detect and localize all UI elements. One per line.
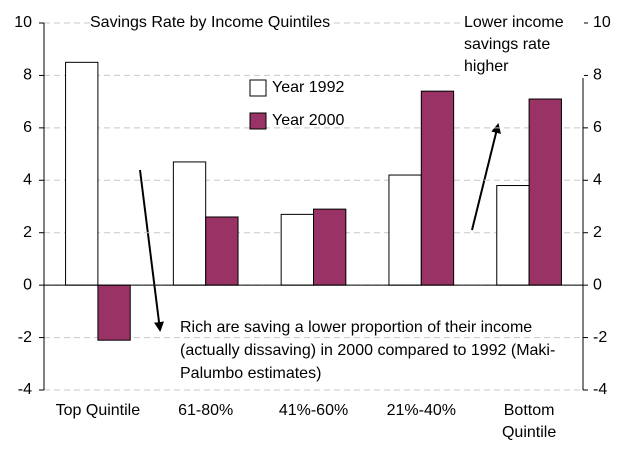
arrow — [471, 123, 501, 231]
chart-title: Savings Rate by Income Quintiles — [90, 12, 331, 34]
y2-tick-label: 6 — [593, 119, 602, 136]
bar — [388, 174, 422, 286]
bar — [280, 213, 315, 286]
x-tick-label: 61-80% — [178, 402, 234, 419]
y2-tick-label: 10 — [593, 14, 611, 31]
y2-tick-label: 8 — [593, 67, 602, 84]
y-tick-label: 8 — [23, 67, 32, 84]
annotation: Lower income savings rate higher — [464, 12, 584, 78]
y-tick-label: 4 — [23, 172, 32, 189]
bar — [528, 98, 562, 286]
bar — [496, 185, 530, 286]
legend-swatch — [249, 79, 267, 97]
y-tick-label: 2 — [23, 224, 32, 241]
legend-swatch — [249, 112, 267, 130]
y2-tick-label: 4 — [593, 172, 602, 189]
bar — [205, 216, 239, 286]
annotation: Rich are saving a lower proportion of th… — [180, 319, 556, 382]
y-tick-label: -2 — [18, 329, 32, 346]
bar — [65, 61, 99, 286]
y2-tick-label: 2 — [593, 224, 602, 241]
legend-label: Year 1992 — [272, 79, 344, 96]
y2-tick-label: 0 — [593, 276, 602, 293]
x-tick-label: 21%-40% — [386, 402, 456, 419]
legend-label: Year 2000 — [272, 112, 344, 129]
x-tick-label: Top Quintile — [55, 402, 141, 419]
arrow — [139, 169, 164, 332]
y2-tick-label: -2 — [593, 329, 607, 346]
bar — [172, 161, 207, 286]
x-tick-label: Bottom Quintile — [501, 402, 557, 441]
y2-tick-label: -4 — [593, 381, 607, 398]
x-tick-label: 41%-60% — [278, 402, 349, 419]
bar — [420, 90, 455, 286]
y-tick-label: -4 — [18, 381, 32, 398]
y-tick-label: 10 — [14, 14, 32, 31]
y-tick-label: 0 — [23, 276, 32, 293]
bar — [97, 284, 131, 341]
y-tick-label: 6 — [23, 119, 32, 136]
bar — [313, 208, 347, 286]
